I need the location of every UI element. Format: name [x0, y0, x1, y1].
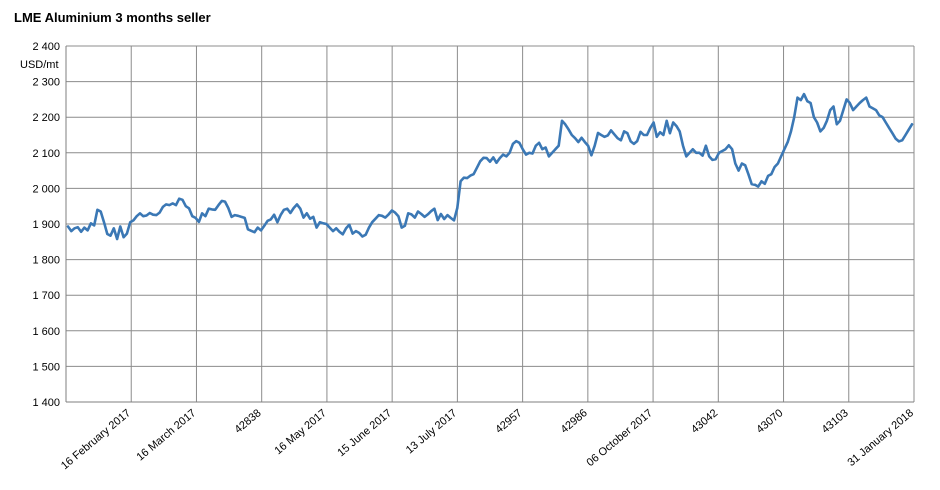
- y-tick-labels: 1 400 1 500 1 600 1 700 1 800 1 900 2 000 2 100…: [32, 41, 60, 409]
- x-tick-label: 42986: [559, 407, 590, 436]
- y-tick-label: 1 800: [32, 255, 60, 267]
- y-tick-label: 2 200: [32, 112, 60, 124]
- axes: [65, 46, 914, 403]
- y-axis-unit-label: USD/mt: [20, 59, 59, 71]
- y-tick-label: 1 700: [32, 290, 60, 302]
- y-tick-label: 2 100: [32, 148, 60, 160]
- y-tick-label: 1 900: [32, 219, 60, 231]
- x-tick-label: 31 January 2018: [845, 407, 915, 469]
- series-line: [66, 92, 914, 241]
- y-tick-label: 2 400: [32, 41, 60, 53]
- y-tick-label: 1 400: [32, 397, 60, 409]
- x-tick-label: 16 May 2017: [272, 407, 328, 457]
- y-tick-label: 2 300: [32, 77, 60, 89]
- y-tick-label: 2 000: [32, 183, 60, 195]
- x-tick-label: 43103: [820, 407, 851, 436]
- y-tick-label: 1 500: [32, 361, 60, 373]
- x-tick-label: 06 October 2017: [585, 407, 655, 469]
- x-tick-label: 16 February 2017: [59, 407, 133, 472]
- x-tick-label: 42838: [232, 407, 263, 436]
- chart-title: LME Aluminium 3 months seller: [14, 10, 211, 25]
- x-tick-label: 15 June 2017: [335, 407, 394, 459]
- x-tick-label: 43070: [754, 407, 785, 436]
- y-tick-label: 1 600: [32, 326, 60, 338]
- x-tick-label: 13 July 2017: [404, 407, 460, 456]
- x-tick-labels: 16 February 2017 16 March 2017 42838 16 May…: [59, 407, 916, 472]
- series-lines: [66, 92, 914, 241]
- x-tick-label: 43042: [689, 407, 720, 436]
- grid-lines: [66, 45, 915, 403]
- x-tick-label: 16 March 2017: [134, 407, 198, 463]
- x-tick-label: 42957: [493, 407, 524, 436]
